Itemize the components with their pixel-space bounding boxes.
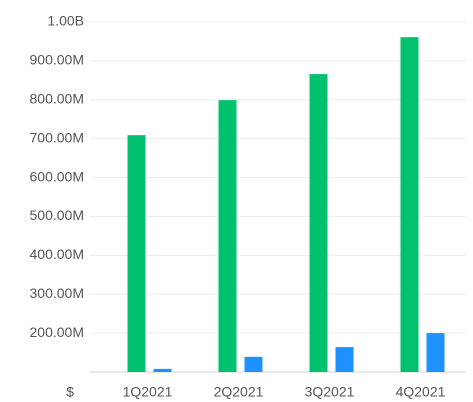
- y-tick-label: 200.00M: [30, 324, 84, 340]
- bar: [426, 333, 445, 372]
- bar: [127, 135, 146, 372]
- x-tick-label: 1Q2021: [123, 384, 173, 400]
- y-tick-label: 900.00M: [30, 52, 84, 68]
- bar: [309, 74, 328, 372]
- bar: [218, 100, 237, 373]
- y-tick-label: 300.00M: [30, 285, 84, 301]
- x-tick-label: 4Q2021: [396, 384, 446, 400]
- y-tick-label: 1.00B: [47, 13, 84, 29]
- y-axis-label: $: [66, 384, 74, 400]
- y-tick-label: 400.00M: [30, 246, 84, 262]
- bar: [335, 347, 354, 372]
- bar: [244, 356, 263, 372]
- bar: [153, 368, 172, 372]
- y-tick-label: 600.00M: [30, 168, 84, 184]
- x-tick-label: 3Q2021: [305, 384, 355, 400]
- bar: [400, 37, 419, 373]
- x-tick-label: 2Q2021: [214, 384, 264, 400]
- y-tick-label: 500.00M: [30, 207, 84, 223]
- y-tick-label: 800.00M: [30, 90, 84, 106]
- y-tick-label: 700.00M: [30, 129, 84, 145]
